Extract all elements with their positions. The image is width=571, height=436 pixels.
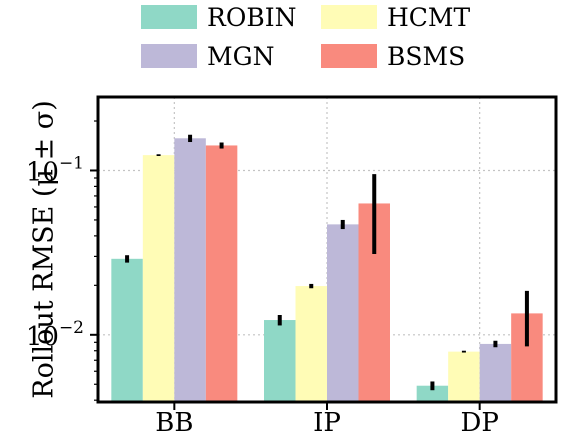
legend-swatch-robin — [141, 5, 197, 29]
legend-swatch-bsms — [321, 44, 377, 68]
legend-label-hcmt: HCMT — [387, 3, 471, 32]
bar-mgn-ip — [327, 224, 359, 402]
bar-mgn-dp — [479, 343, 512, 402]
x-tick-label-ip: IP — [313, 408, 341, 436]
y-tick-label: 10−2 — [26, 318, 84, 352]
y-axis-label: Rollout RMSE (μ ± σ) — [29, 100, 60, 399]
y-axis-ticks: 10−1 10−2 — [26, 120, 98, 401]
bar-hcmt-ip — [295, 286, 327, 402]
error-bars — [125, 134, 529, 391]
bar-robin-ip — [264, 320, 296, 402]
legend-swatch-hcmt — [321, 5, 377, 29]
bar-bsms-bb — [205, 145, 238, 403]
bar-mgn-bb — [174, 138, 206, 402]
legend-label-robin: ROBIN — [207, 3, 296, 32]
legend-swatch-mgn — [141, 44, 197, 68]
y-tick-label: 10−1 — [26, 153, 84, 187]
x-tick-label-bb: BB — [155, 408, 193, 436]
bar-robin-dp — [416, 385, 449, 402]
legend-label-mgn: MGN — [207, 42, 274, 71]
x-axis-ticks: BB IP DP — [155, 402, 499, 436]
legend: ROBIN HCMT MGN BSMS — [141, 3, 471, 71]
bars — [111, 138, 543, 403]
bar-robin-bb — [111, 258, 143, 402]
bar-hcmt-dp — [448, 351, 480, 402]
legend-label-bsms: BSMS — [387, 42, 465, 71]
x-tick-label-dp: DP — [460, 408, 498, 436]
bar-hcmt-bb — [142, 155, 175, 402]
